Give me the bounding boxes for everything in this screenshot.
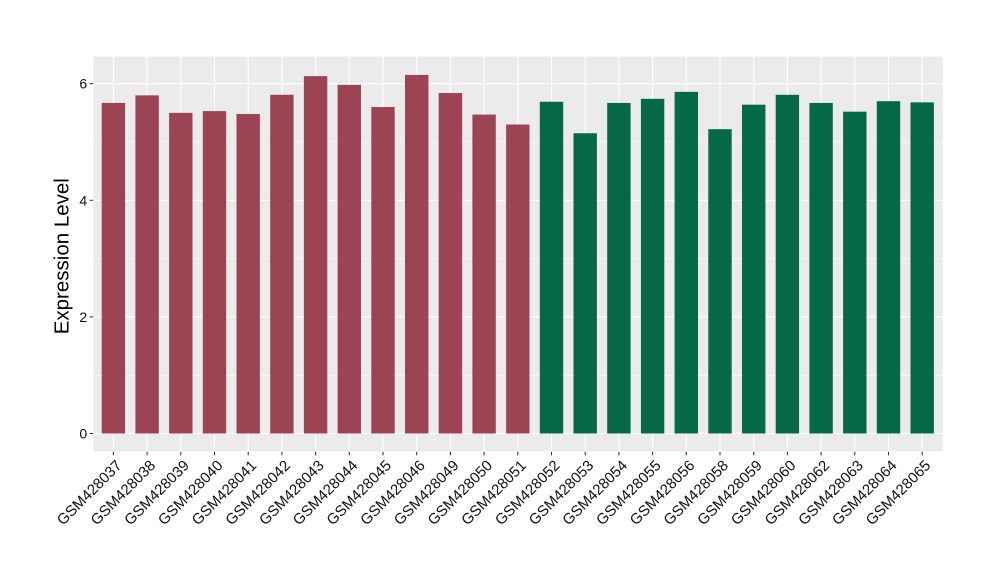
svg-text:2: 2 [79,309,87,325]
svg-text:Expression Level: Expression Level [50,178,73,334]
svg-text:0: 0 [79,426,87,442]
svg-text:6: 6 [79,76,87,92]
svg-text:4: 4 [79,192,87,208]
